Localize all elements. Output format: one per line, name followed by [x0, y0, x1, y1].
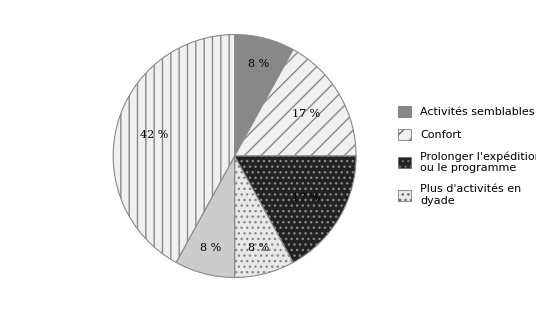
Text: 8 %: 8 %: [248, 243, 269, 253]
Text: 42 %: 42 %: [140, 130, 169, 140]
Wedge shape: [235, 50, 356, 156]
Wedge shape: [235, 156, 356, 262]
Wedge shape: [113, 35, 235, 262]
Legend: Activités semblables, Confort, Prolonger l'expédition
ou le programme, Plus d'ac: Activités semblables, Confort, Prolonger…: [398, 106, 536, 206]
Wedge shape: [176, 156, 235, 277]
Text: 17 %: 17 %: [292, 109, 320, 119]
Text: 8 %: 8 %: [200, 243, 222, 253]
Text: 8 %: 8 %: [248, 59, 269, 69]
Wedge shape: [235, 35, 293, 156]
Text: 17 %: 17 %: [292, 193, 320, 203]
Wedge shape: [235, 156, 293, 277]
